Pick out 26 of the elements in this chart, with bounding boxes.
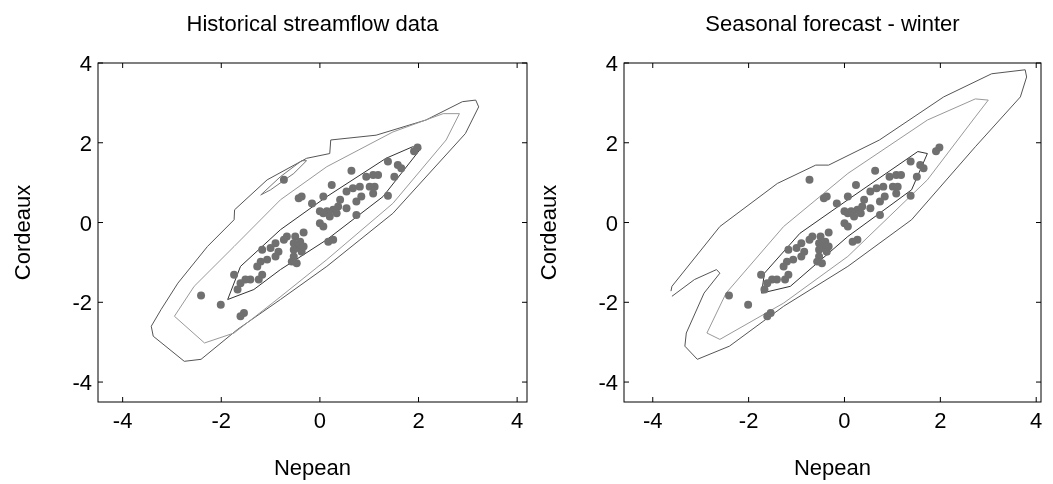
x-tick-label: 0	[313, 408, 327, 433]
chart-title: Historical streamflow data	[186, 11, 440, 36]
x-tick-label: 0	[838, 408, 851, 433]
y-tick-label: 2	[605, 130, 618, 156]
x-tick-label: 2	[934, 408, 947, 433]
y-tick-label: 0	[79, 210, 92, 236]
y-tick-label: -2	[598, 290, 618, 316]
x-tick-label: -4	[112, 408, 133, 433]
y-axis-title: Cordeaux	[536, 184, 561, 281]
y-tick-label: 4	[79, 51, 92, 76]
x-tick-label: -2	[211, 408, 232, 433]
y-tick-label: 2	[79, 130, 92, 156]
y-axis-title: Cordeaux	[10, 184, 35, 281]
chart-title: Seasonal forecast - winter	[705, 11, 960, 36]
x-tick-label: 4	[1030, 408, 1043, 433]
x-axis-title: Nepean	[793, 455, 872, 480]
x-tick-label: -4	[642, 408, 663, 433]
y-tick-label: 0	[605, 210, 618, 236]
x-axis-title: Nepean	[273, 455, 352, 480]
x-tick-label: -2	[738, 408, 759, 433]
x-tick-label: 4	[511, 408, 524, 433]
y-tick-label: 4	[605, 51, 618, 76]
y-tick-label: -4	[598, 370, 618, 396]
x-tick-label: 2	[412, 408, 425, 433]
y-tick-label: -4	[72, 370, 92, 396]
y-tick-label: -2	[72, 290, 92, 316]
